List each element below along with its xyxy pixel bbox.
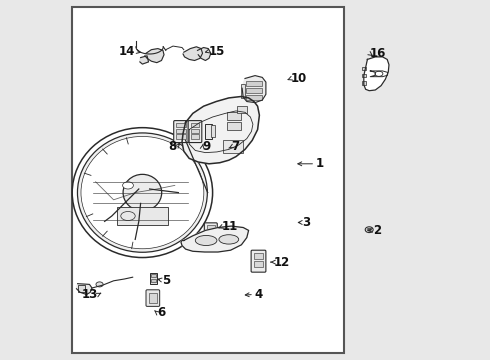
Ellipse shape xyxy=(123,174,162,211)
Text: 4: 4 xyxy=(254,288,262,301)
Text: 13: 13 xyxy=(82,288,98,301)
Bar xyxy=(362,74,367,77)
Polygon shape xyxy=(145,49,164,63)
Bar xyxy=(246,95,262,100)
Ellipse shape xyxy=(81,136,204,249)
Ellipse shape xyxy=(96,282,103,287)
Text: 7: 7 xyxy=(231,140,240,153)
Ellipse shape xyxy=(219,235,239,244)
Bar xyxy=(227,122,242,130)
Bar xyxy=(191,134,199,139)
Text: 16: 16 xyxy=(369,47,386,60)
Bar xyxy=(237,106,247,113)
Polygon shape xyxy=(183,47,202,60)
Bar xyxy=(254,253,263,258)
Text: 2: 2 xyxy=(373,224,381,237)
Bar xyxy=(148,293,157,303)
Text: 15: 15 xyxy=(209,45,225,58)
Bar xyxy=(254,261,263,266)
Bar xyxy=(227,112,242,120)
Bar xyxy=(207,225,215,230)
Bar xyxy=(246,88,262,93)
Ellipse shape xyxy=(365,227,373,233)
Bar xyxy=(223,140,243,153)
Text: 12: 12 xyxy=(274,256,290,269)
Ellipse shape xyxy=(122,182,133,189)
Bar xyxy=(77,285,85,292)
Polygon shape xyxy=(242,76,266,103)
Polygon shape xyxy=(182,96,259,164)
Text: 14: 14 xyxy=(119,45,135,58)
Polygon shape xyxy=(76,284,92,294)
Bar xyxy=(241,84,245,98)
Text: 10: 10 xyxy=(291,72,307,85)
Ellipse shape xyxy=(121,212,135,220)
Bar xyxy=(176,123,186,127)
Text: 8: 8 xyxy=(169,140,176,153)
Polygon shape xyxy=(140,56,148,64)
Bar xyxy=(151,274,156,277)
Text: 5: 5 xyxy=(162,274,171,287)
Bar xyxy=(205,124,212,139)
FancyBboxPatch shape xyxy=(251,250,266,272)
Ellipse shape xyxy=(368,229,370,230)
Bar xyxy=(176,129,186,133)
Bar xyxy=(72,7,344,353)
Ellipse shape xyxy=(77,133,207,252)
Bar xyxy=(176,134,186,139)
Text: 11: 11 xyxy=(221,220,238,233)
Bar xyxy=(151,279,156,282)
Ellipse shape xyxy=(367,228,371,231)
FancyBboxPatch shape xyxy=(146,290,160,306)
FancyBboxPatch shape xyxy=(204,223,217,241)
Polygon shape xyxy=(181,226,248,252)
Bar xyxy=(211,125,215,137)
Bar xyxy=(117,207,168,225)
Text: 1: 1 xyxy=(315,157,323,170)
Bar xyxy=(246,81,262,86)
Polygon shape xyxy=(197,48,211,60)
FancyBboxPatch shape xyxy=(174,121,189,143)
FancyBboxPatch shape xyxy=(188,121,202,143)
Ellipse shape xyxy=(196,235,217,246)
Text: 3: 3 xyxy=(303,216,311,229)
Ellipse shape xyxy=(72,128,213,257)
Bar xyxy=(191,129,199,133)
Bar xyxy=(191,123,199,127)
Text: 6: 6 xyxy=(157,306,165,319)
Polygon shape xyxy=(364,57,389,91)
Bar xyxy=(150,273,157,284)
Bar xyxy=(207,232,215,237)
Bar xyxy=(362,67,367,70)
Text: 9: 9 xyxy=(202,140,211,153)
Ellipse shape xyxy=(375,71,383,76)
Bar xyxy=(362,81,367,85)
